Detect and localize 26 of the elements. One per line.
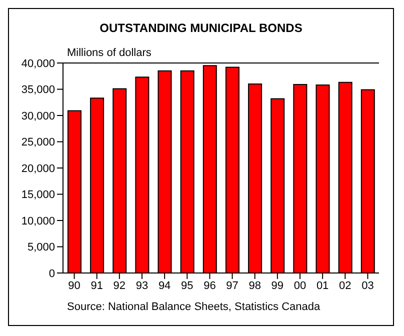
y-tick-label: 10,000 bbox=[21, 215, 55, 228]
x-tick-label: 97 bbox=[226, 280, 238, 292]
x-tick-label: 92 bbox=[113, 280, 126, 292]
x-tick-label: 90 bbox=[68, 280, 80, 292]
x-tick-label: 98 bbox=[248, 280, 261, 292]
x-tick-label: 00 bbox=[294, 280, 306, 292]
y-tick-label: 0 bbox=[48, 268, 55, 280]
x-tick-label: 91 bbox=[90, 280, 103, 292]
y-tick-label: 25,000 bbox=[21, 136, 55, 149]
source-note: Source: National Balance Sheets, Statistics Canada bbox=[67, 301, 320, 313]
y-axis-title: Millions of dollars bbox=[67, 47, 152, 59]
x-tick-label: 96 bbox=[204, 280, 216, 292]
y-tick-label: 35,000 bbox=[21, 84, 55, 96]
x-tick-label: 03 bbox=[362, 280, 374, 292]
chart-title: OUTSTANDING MUNICIPAL BONDS bbox=[98, 21, 304, 35]
x-tick-label: 99 bbox=[271, 280, 284, 292]
x-tick-label: 02 bbox=[339, 280, 352, 292]
x-tick-label: 95 bbox=[181, 280, 194, 292]
x-tick-label: 93 bbox=[136, 280, 148, 292]
x-tick-label: 94 bbox=[158, 280, 171, 292]
y-tick-label: 20,000 bbox=[21, 162, 55, 175]
y-tick-label: 5,000 bbox=[27, 242, 55, 254]
y-tick-label: 30,000 bbox=[21, 110, 55, 122]
x-tick-label: 01 bbox=[316, 280, 329, 292]
y-tick-label: 15,000 bbox=[21, 189, 55, 202]
y-tick-label: 40,000 bbox=[21, 58, 55, 70]
